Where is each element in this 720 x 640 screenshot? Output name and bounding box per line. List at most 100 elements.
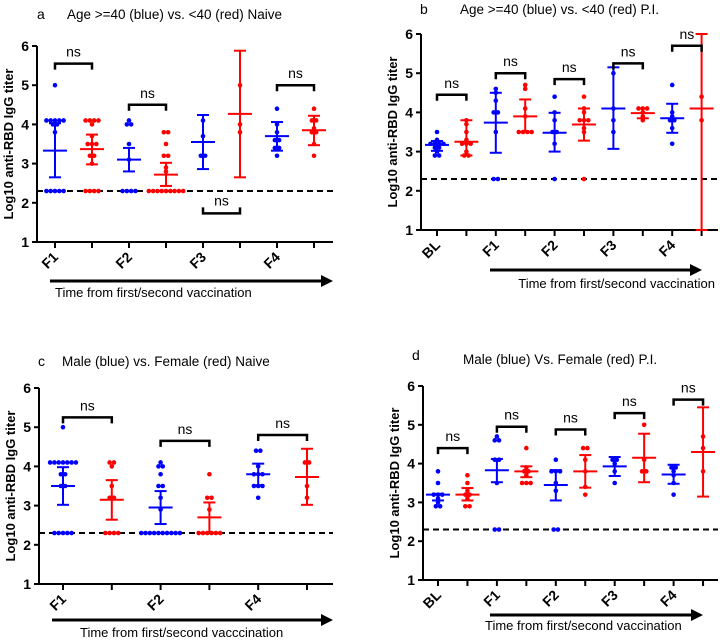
data-point xyxy=(169,530,174,536)
data-point xyxy=(552,176,557,182)
significance-bracket xyxy=(53,62,94,70)
y-tick-label: 4 xyxy=(23,458,31,474)
data-point xyxy=(436,145,442,150)
data-point xyxy=(529,129,534,135)
data-point xyxy=(172,188,177,194)
data-point xyxy=(160,464,166,469)
data-point xyxy=(610,457,615,463)
data-point xyxy=(60,424,66,430)
data-point xyxy=(582,492,588,497)
significance-bracket xyxy=(553,77,586,86)
data-point xyxy=(673,465,679,470)
data-point xyxy=(103,530,108,536)
data-point xyxy=(56,530,61,536)
data-point xyxy=(52,460,57,465)
significance-label: ns xyxy=(66,44,81,60)
x-axis-label: Time from first/second vaccination xyxy=(55,285,252,300)
y-tick-label: 6 xyxy=(405,26,413,42)
data-point xyxy=(57,118,62,123)
data-point xyxy=(522,82,528,88)
y-axis-label: Log10 anti-RBD IgG titer xyxy=(387,408,402,559)
data-point xyxy=(311,153,317,159)
data-point xyxy=(128,188,134,194)
data-point xyxy=(495,176,501,182)
significance-bracket xyxy=(61,416,114,424)
data-point xyxy=(52,118,58,123)
data-point xyxy=(96,188,101,194)
data-point xyxy=(83,118,88,123)
data-point xyxy=(143,530,148,536)
data-point xyxy=(69,460,74,465)
data-point xyxy=(493,86,499,92)
y-tick-label: 3 xyxy=(407,494,415,510)
data-point xyxy=(161,129,167,135)
y-tick-label: 3 xyxy=(405,144,413,160)
data-point xyxy=(151,530,157,536)
data-point xyxy=(641,422,647,428)
data-point xyxy=(156,530,161,536)
data-point xyxy=(126,141,132,147)
time-arrow-head xyxy=(321,614,333,626)
data-point xyxy=(61,118,66,123)
data-point xyxy=(128,122,134,127)
data-point xyxy=(65,530,70,536)
data-point xyxy=(435,469,441,474)
significance-label: ns xyxy=(563,409,578,425)
data-point xyxy=(524,480,529,486)
significance-bracket xyxy=(256,433,309,442)
data-point xyxy=(164,530,170,536)
data-point xyxy=(435,480,441,486)
data-point xyxy=(437,503,443,509)
significance-label: ns xyxy=(681,380,696,396)
significance-label: ns xyxy=(562,59,577,75)
data-point xyxy=(111,530,117,536)
significance-label: ns xyxy=(621,43,636,59)
data-point xyxy=(577,117,582,123)
significance-label: ns xyxy=(680,26,695,42)
data-point xyxy=(274,106,280,112)
y-tick-label: 5 xyxy=(23,419,31,435)
data-point xyxy=(87,153,93,159)
data-point xyxy=(614,457,620,463)
data-point xyxy=(138,530,144,536)
data-point xyxy=(255,495,261,501)
time-arrow-head xyxy=(691,609,703,621)
significance-label: ns xyxy=(214,192,229,208)
panel-letter: b xyxy=(420,1,428,17)
data-point xyxy=(465,480,470,486)
data-point xyxy=(158,460,163,465)
y-tick-label: 4 xyxy=(21,116,29,132)
x-tick-label: BL xyxy=(419,236,444,261)
y-tick-label: 4 xyxy=(407,456,415,472)
data-point xyxy=(44,188,49,194)
data-point xyxy=(496,438,502,443)
x-axis-label: Time from first/second vaccination xyxy=(518,276,715,291)
data-point xyxy=(87,188,93,194)
y-tick-label: 1 xyxy=(405,222,413,238)
data-point xyxy=(109,464,115,469)
data-point xyxy=(61,188,66,194)
significance-bracket xyxy=(127,103,168,111)
data-point xyxy=(48,188,53,194)
data-point xyxy=(126,118,132,123)
data-point xyxy=(528,480,533,486)
data-point xyxy=(465,472,470,478)
data-point xyxy=(180,188,186,194)
data-point xyxy=(147,530,153,536)
data-point xyxy=(60,460,66,465)
significance-label: ns xyxy=(503,53,518,69)
data-point xyxy=(524,445,529,451)
panel-d-sex-pi: d Male (blue) Vs. Female (red) P.I. Log10 … xyxy=(387,347,718,633)
data-point xyxy=(207,471,212,477)
significance-bracket xyxy=(613,411,646,420)
y-tick-label: 4 xyxy=(405,104,413,120)
x-tick-label: F1 xyxy=(479,237,502,260)
significance-bracket xyxy=(275,83,316,92)
significance-label: ns xyxy=(504,407,519,423)
data-point xyxy=(69,530,74,536)
data-point xyxy=(107,530,112,536)
data-point xyxy=(467,503,472,509)
data-point xyxy=(586,117,591,123)
data-point xyxy=(107,460,112,465)
data-point xyxy=(580,445,586,451)
